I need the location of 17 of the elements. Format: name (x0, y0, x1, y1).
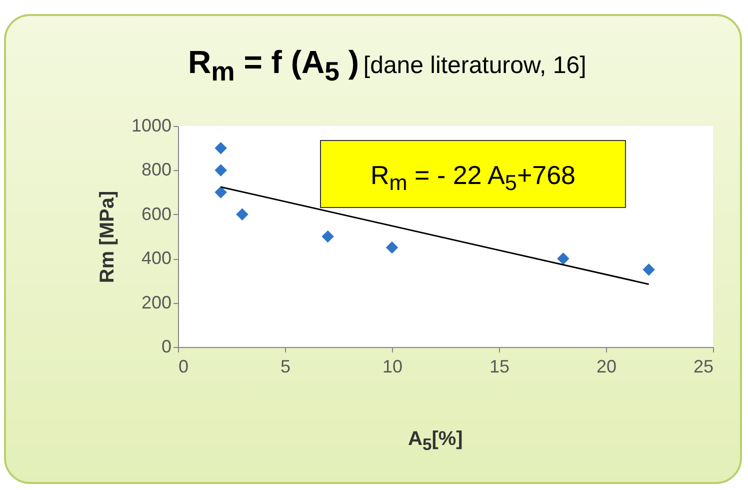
y-tick-label: 600 (141, 204, 172, 224)
text-box: R$_{m}$ = - 22 A$_{5}$+768 (320, 140, 626, 208)
y-axis-title: Rm [MPa] (96, 190, 118, 284)
x-axis-title: A$_{5}$[%] (408, 428, 463, 455)
x-tick-label: 5 (280, 356, 291, 376)
x-tick-label: 20 (596, 356, 617, 376)
x-tick-label: 0 (178, 356, 189, 376)
y-tick-label: 200 (141, 292, 172, 312)
x-tick-label: 25 (693, 356, 714, 376)
y-tick-label: 1000 (131, 116, 172, 136)
y-tick-label: 0 (161, 336, 172, 356)
chart-title: R$_{m}$ = f (A$_{5}$ ) (188, 44, 359, 86)
x-tick-label: 15 (489, 356, 510, 376)
chart-subtitle: [dane literaturow, 16] (363, 52, 586, 79)
y-tick-label: 800 (141, 160, 172, 180)
x-tick-label: 10 (382, 356, 403, 376)
y-tick-label: 400 (141, 248, 172, 268)
